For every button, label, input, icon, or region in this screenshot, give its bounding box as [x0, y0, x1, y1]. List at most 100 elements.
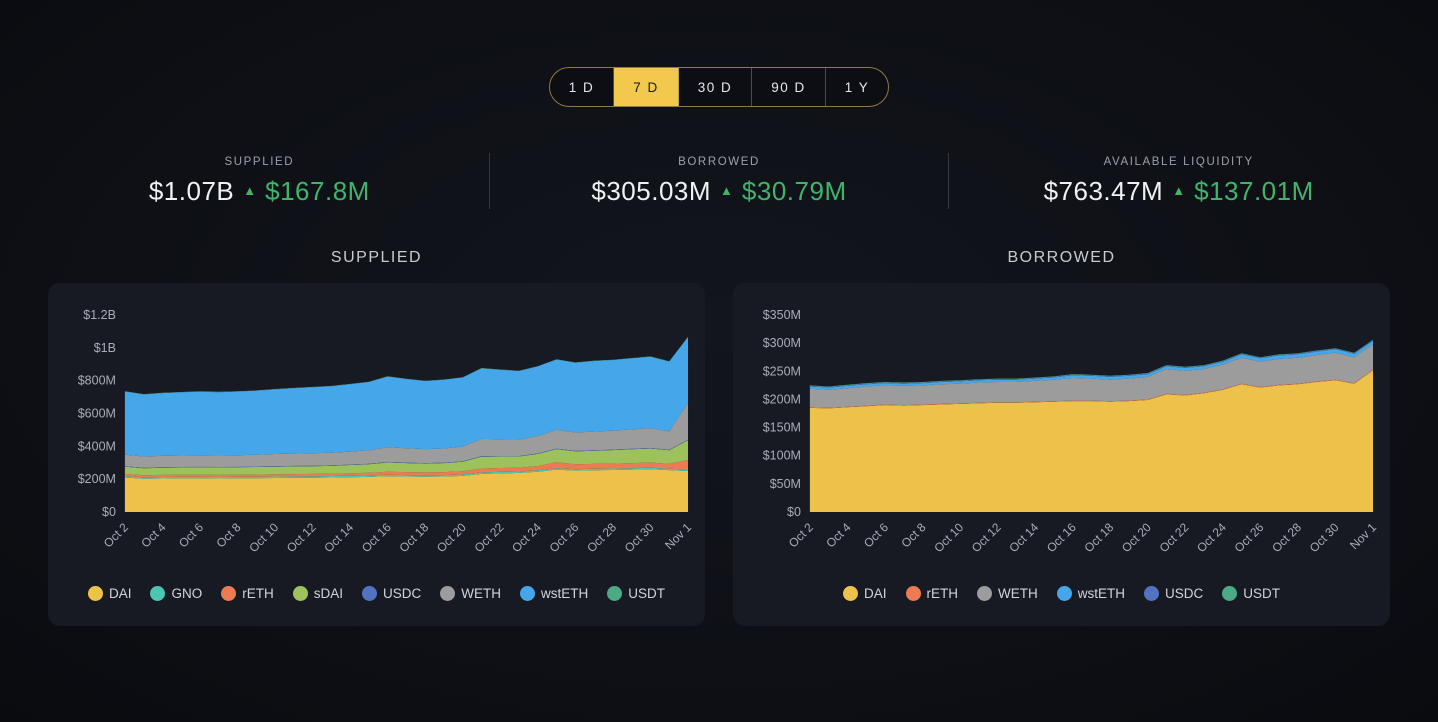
stat-values: $763.47M ▲ $137.01M	[1044, 176, 1314, 207]
x-axis-tick-label: Oct 14	[321, 520, 356, 555]
area-series-WETH	[124, 402, 689, 468]
x-axis-tick-label: Oct 8	[214, 520, 244, 550]
stat-divider	[488, 153, 490, 209]
y-axis-tick-label: $1.2B	[83, 308, 116, 322]
x-axis-tick-label: Nov 1	[662, 520, 694, 552]
supplied-chart-title: SUPPLIED	[330, 249, 423, 266]
x-axis-tick-label: Oct 2	[786, 520, 816, 550]
legend-item-WETH[interactable]: WETH	[440, 585, 501, 601]
borrowed-chart-panel: $350M $300M $250M $200M $150M $100M $50M $0 Oct …	[733, 283, 1390, 626]
x-axis-tick-label: Oct 20	[1119, 520, 1154, 555]
legend-item-USDC[interactable]: USDC	[1144, 585, 1204, 601]
legend-swatch-rETH	[905, 585, 921, 601]
stat-value: $763.47M	[1043, 175, 1164, 206]
stat-label: SUPPLIED	[224, 155, 295, 168]
supplied-chart-column: SUPPLIED $1.2B $1B $800M $600M $400M $200M $0 O…	[48, 249, 705, 626]
stat-label: BORROWED	[678, 155, 760, 168]
x-axis-tick-label: Oct 12	[969, 520, 1004, 555]
x-axis-tick-label: Oct 26	[547, 520, 582, 555]
x-axis-tick-label: Oct 28	[584, 520, 619, 555]
stat-value: $1.07B	[148, 175, 235, 206]
x-axis-tick-label: Oct 28	[1269, 520, 1304, 555]
up-triangle-icon: ▲	[1172, 182, 1186, 198]
borrowed-chart-column: BORROWED $350M $300M $250M $200M $150M $100M $…	[733, 249, 1390, 626]
y-axis-tick-label: $250M	[763, 364, 801, 378]
legend-label: wstETH	[1077, 585, 1125, 601]
supplied-chart-legend: DAI GNO rETH sDAI USDC WETH wstETH USDT	[57, 574, 696, 612]
stat-available-liquidity: AVAILABLE LIQUIDITY $763.47M ▲ $137.01M	[949, 156, 1408, 207]
y-axis-tick-label: $200M	[78, 472, 116, 486]
stat-borrowed: BORROWED $305.03M ▲ $30.79M	[490, 156, 949, 207]
legend-swatch-WETH	[977, 585, 992, 601]
legend-item-sDAI[interactable]: sDAI	[292, 585, 344, 601]
legend-item-rETH[interactable]: rETH	[905, 585, 958, 601]
y-axis-tick-label: $1B	[94, 341, 116, 355]
legend-swatch-USDT	[607, 585, 623, 601]
timeframe-button-7d[interactable]: 7 D	[614, 68, 679, 106]
stat-delta: $30.79M	[741, 175, 847, 206]
area-series-wstETH	[124, 337, 689, 457]
legend-item-USDT[interactable]: USDT	[607, 585, 666, 601]
y-axis-tick-label: $0	[102, 505, 116, 519]
up-triangle-icon: ▲	[720, 182, 733, 198]
legend-item-wstETH[interactable]: wstETH	[520, 585, 588, 601]
stat-label: AVAILABLE LIQUIDITY	[1103, 155, 1254, 168]
x-axis-tick-label: Oct 18	[396, 520, 431, 555]
x-axis-tick-label: Oct 30	[622, 520, 657, 555]
legend-label: rETH	[242, 585, 274, 601]
legend-item-DAI[interactable]: DAI	[87, 585, 132, 601]
charts-row: SUPPLIED $1.2B $1B $800M $600M $400M $200M $0 O…	[48, 249, 1390, 626]
legend-label: WETH	[998, 585, 1038, 601]
legend-item-wstETH[interactable]: wstETH	[1056, 585, 1125, 601]
stat-value: $305.03M	[591, 175, 712, 206]
timeframe-button-1d[interactable]: 1 D	[550, 68, 615, 106]
x-axis-tick-label: Oct 22	[1157, 520, 1192, 555]
legend-item-USDC[interactable]: USDC	[362, 585, 421, 601]
borrowed-chart-legend: DAI rETH WETH wstETH USDC USDT	[742, 574, 1381, 612]
x-axis-tick-label: Oct 12	[284, 520, 319, 555]
supplied-chart-panel: $1.2B $1B $800M $600M $400M $200M $0 Oct 2 Oct 4…	[48, 283, 705, 626]
legend-item-GNO[interactable]: GNO	[150, 585, 202, 601]
x-axis-tick-label: Oct 8	[899, 520, 929, 550]
area-series-wstETH	[809, 340, 1374, 390]
legend-item-WETH[interactable]: WETH	[977, 585, 1038, 601]
x-axis-tick-label: Oct 2	[101, 520, 131, 550]
area-series-rETH	[809, 369, 1374, 409]
area-series-WETH	[809, 344, 1374, 408]
legend-swatch-wstETH	[1056, 585, 1072, 601]
x-axis-tick-label: Oct 26	[1232, 520, 1267, 555]
timeframe-button-90d[interactable]: 90 D	[752, 68, 826, 106]
legend-swatch-DAI	[842, 585, 858, 601]
legend-item-rETH[interactable]: rETH	[221, 585, 274, 601]
legend-label: USDC	[1165, 585, 1204, 601]
area-series-DAI	[124, 469, 689, 512]
timeframe-button-1y[interactable]: 1 Y	[826, 68, 889, 106]
legend-swatch-sDAI	[292, 585, 308, 601]
y-axis-tick-label: $0	[787, 505, 801, 519]
x-axis-tick-label: Oct 10	[931, 520, 966, 555]
legend-label: DAI	[108, 585, 132, 601]
legend-label: USDT	[628, 585, 666, 601]
timeframe-button-30d[interactable]: 30 D	[679, 68, 753, 106]
x-axis-tick-label: Oct 4	[823, 520, 853, 550]
legend-swatch-USDC	[1144, 585, 1159, 601]
legend-label: DAI	[863, 585, 887, 601]
borrowed-chart-title: BORROWED	[1007, 249, 1116, 266]
y-axis-tick-label: $200M	[763, 392, 801, 406]
x-axis-tick-label: Oct 14	[1006, 520, 1041, 555]
stat-supplied: SUPPLIED $1.07B ▲ $167.8M	[30, 156, 489, 207]
legend-item-DAI[interactable]: DAI	[842, 585, 887, 601]
x-axis-tick-label: Oct 16	[359, 520, 394, 555]
y-axis-tick-label: $800M	[78, 374, 116, 388]
stat-delta: $167.8M	[265, 175, 370, 206]
y-axis-tick-label: $50M	[770, 477, 801, 491]
legend-swatch-USDT	[1222, 585, 1238, 601]
legend-swatch-DAI	[87, 585, 103, 601]
area-series-sDAI	[124, 440, 689, 476]
legend-item-USDT[interactable]: USDT	[1222, 585, 1280, 601]
legend-swatch-rETH	[221, 585, 237, 601]
legend-label: sDAI	[313, 585, 344, 601]
stat-values: $305.03M ▲ $30.79M	[591, 176, 846, 207]
